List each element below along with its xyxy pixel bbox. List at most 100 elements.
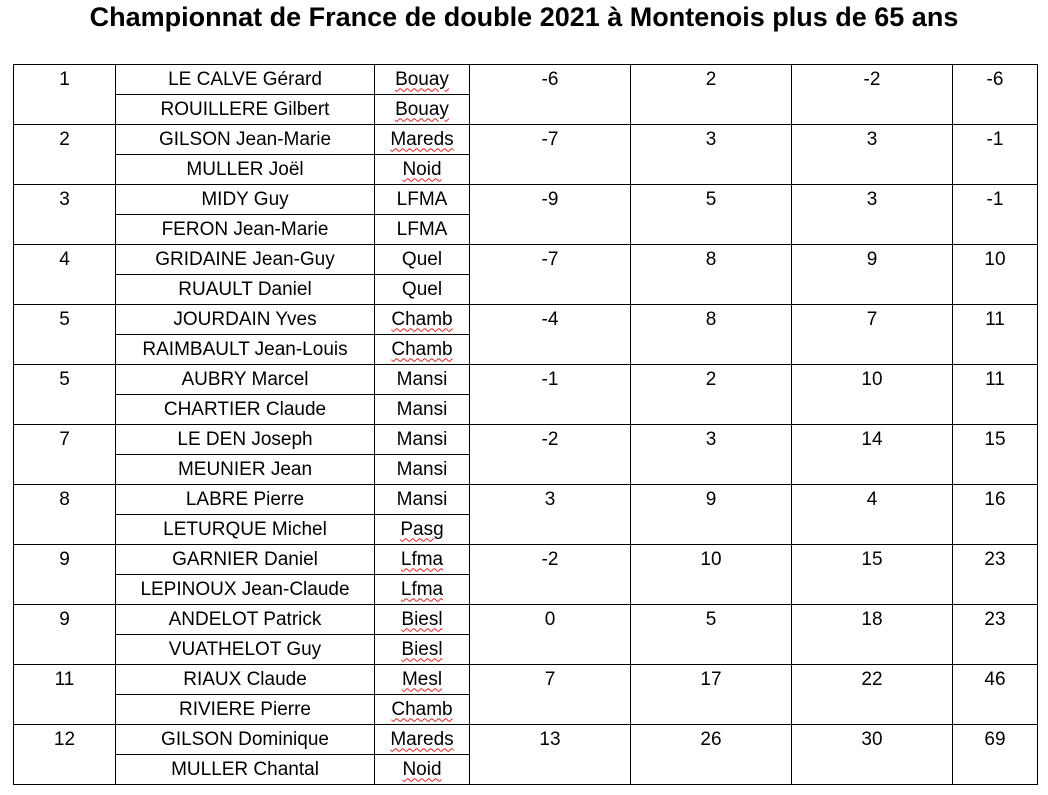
- score-cell-3: [791, 214, 953, 245]
- score-cell-1: 0: [469, 604, 631, 635]
- player-name-cell: RIVIERE Pierre: [115, 694, 375, 725]
- score-cell-2: [630, 274, 792, 305]
- player-name-cell: MULLER Joël: [115, 154, 375, 185]
- club-label: Bouay: [395, 68, 449, 90]
- club-cell: LFMA: [374, 214, 470, 245]
- club-label: Mansi: [396, 488, 448, 510]
- club-cell: Mareds: [374, 724, 470, 755]
- score-cell-1: [469, 274, 631, 305]
- score-cell-2: [630, 154, 792, 185]
- score-cell-4: 10: [952, 244, 1038, 275]
- score-cell-3: [791, 154, 953, 185]
- score-cell-2: 9: [630, 484, 792, 515]
- club-label: Mesl: [401, 668, 443, 690]
- score-cell-4: [952, 574, 1038, 605]
- rank-cell: 9: [13, 604, 116, 665]
- club-cell: Mansi: [374, 394, 470, 425]
- table-row: 3 MIDY Guy LFMA -9 5 3 -1: [13, 184, 1038, 245]
- score-cell-4: -1: [952, 184, 1038, 215]
- player-name-cell: RIAUX Claude: [115, 664, 375, 695]
- score-cell-4: 11: [952, 364, 1038, 395]
- score-cell-2: 3: [630, 424, 792, 455]
- table-row: MULLER Chantal Noid: [14, 754, 1038, 785]
- rank-cell: 11: [13, 664, 116, 725]
- club-label: Lfma: [400, 578, 444, 600]
- score-cell-2: [630, 754, 792, 785]
- score-cell-2: 5: [630, 184, 792, 215]
- score-cell-3: [791, 94, 953, 125]
- score-cell-4: [952, 454, 1038, 485]
- club-label: Noid: [402, 158, 442, 180]
- score-cell-2: 8: [630, 244, 792, 275]
- score-cell-4: -1: [952, 124, 1038, 155]
- club-cell: Noid: [374, 154, 470, 185]
- club-cell: Bouay: [374, 94, 470, 125]
- rank-cell: 5: [13, 304, 116, 365]
- club-cell: Lfma: [374, 544, 470, 575]
- rank-cell: 5: [13, 364, 116, 425]
- score-cell-3: [791, 334, 953, 365]
- player-name-cell: GARNIER Daniel: [115, 544, 375, 575]
- score-cell-2: [630, 214, 792, 245]
- score-cell-1: [469, 214, 631, 245]
- score-cell-3: [791, 454, 953, 485]
- results-body: 1 LE CALVE Gérard Bouay -6 2 -2 -6 ROUILLERE Gi…: [13, 64, 1038, 785]
- document-title: Championnat de France de double 2021 à M…: [89, 2, 959, 32]
- table-row: CHARTIER Claude Mansi: [14, 394, 1038, 425]
- score-cell-1: [469, 754, 631, 785]
- score-cell-4: [952, 514, 1038, 545]
- club-cell: Biesl: [374, 604, 470, 635]
- club-label: LFMA: [396, 188, 448, 210]
- score-cell-4: [952, 754, 1038, 785]
- club-cell: LFMA: [374, 184, 470, 215]
- table-row: RIVIERE Pierre Chamb: [14, 694, 1038, 725]
- player-name-cell: GRIDAINE Jean-Guy: [115, 244, 375, 275]
- score-cell-3: 18: [791, 604, 953, 635]
- player-name-cell: CHARTIER Claude: [115, 394, 375, 425]
- player-name-cell: MIDY Guy: [115, 184, 375, 215]
- score-cell-3: [791, 694, 953, 725]
- score-cell-1: -2: [469, 544, 631, 575]
- player-name-cell: GILSON Jean-Marie: [115, 124, 375, 155]
- club-label: Mansi: [396, 428, 448, 450]
- club-label: Mareds: [390, 128, 454, 150]
- table-row: MEUNIER Jean Mansi: [14, 454, 1038, 485]
- score-cell-1: [469, 694, 631, 725]
- club-label: Pasg: [400, 518, 444, 540]
- score-cell-2: 2: [630, 64, 792, 95]
- club-cell: Chamb: [374, 304, 470, 335]
- score-cell-4: 69: [952, 724, 1038, 755]
- table-row: 1 LE CALVE Gérard Bouay -6 2 -2 -6: [13, 64, 1038, 125]
- player-name-cell: RAIMBAULT Jean-Louis: [115, 334, 375, 365]
- score-cell-2: 17: [630, 664, 792, 695]
- player-name-cell: LE DEN Joseph: [115, 424, 375, 455]
- club-cell: Mareds: [374, 124, 470, 155]
- score-cell-3: 22: [791, 664, 953, 695]
- club-cell: Chamb: [374, 694, 470, 725]
- table-row: RUAULT Daniel Quel: [14, 274, 1038, 305]
- score-cell-2: [630, 514, 792, 545]
- club-cell: Lfma: [374, 574, 470, 605]
- score-cell-1: [469, 394, 631, 425]
- table-row: MULLER Joël Noid: [14, 154, 1038, 185]
- score-cell-4: 11: [952, 304, 1038, 335]
- score-cell-3: [791, 634, 953, 665]
- score-cell-4: 16: [952, 484, 1038, 515]
- club-label: Quel: [401, 248, 443, 270]
- score-cell-3: 7: [791, 304, 953, 335]
- club-label: Mansi: [396, 458, 448, 480]
- score-cell-4: 46: [952, 664, 1038, 695]
- score-cell-2: [630, 394, 792, 425]
- score-cell-4: [952, 154, 1038, 185]
- table-row: 11 RIAUX Claude Mesl 7 17 22 46: [13, 664, 1038, 725]
- score-cell-1: -7: [469, 244, 631, 275]
- score-cell-1: [469, 574, 631, 605]
- player-name-cell: AUBRY Marcel: [115, 364, 375, 395]
- table-row: 5 JOURDAIN Yves Chamb -4 8 7 11: [13, 304, 1038, 365]
- score-cell-4: [952, 274, 1038, 305]
- rank-cell: 4: [13, 244, 116, 305]
- club-label: Mansi: [396, 368, 448, 390]
- score-cell-3: 9: [791, 244, 953, 275]
- table-row: 9 ANDELOT Patrick Biesl 0 5 18 23: [13, 604, 1038, 665]
- score-cell-1: -6: [469, 64, 631, 95]
